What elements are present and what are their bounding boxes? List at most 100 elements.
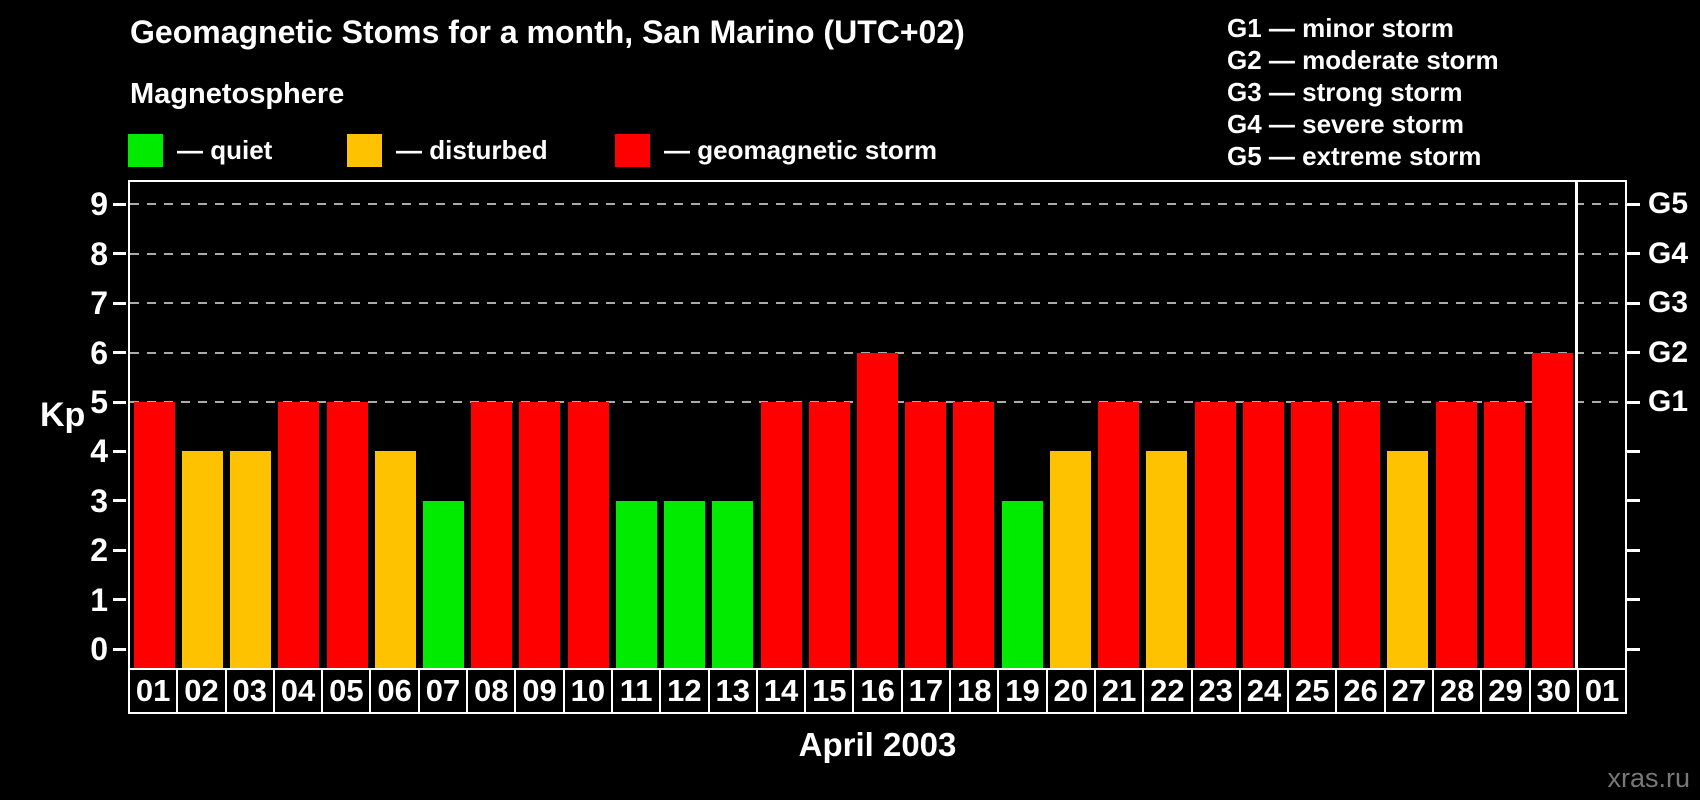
y-right-tick bbox=[1627, 598, 1640, 602]
x-label-cell: 03 bbox=[224, 668, 275, 714]
x-label-cell: 21 bbox=[1093, 668, 1145, 714]
bar-day-06 bbox=[374, 451, 416, 668]
bar-day-09 bbox=[519, 402, 561, 668]
legend-item-quiet: — quiet bbox=[128, 133, 272, 168]
gridline-kp-7 bbox=[130, 302, 1625, 305]
x-label-cell: 24 bbox=[1238, 668, 1290, 714]
y-right-tick bbox=[1627, 202, 1640, 206]
x-label-cell: 18 bbox=[949, 668, 1000, 714]
bar-day-15 bbox=[808, 402, 850, 668]
y-tick-label: 9 bbox=[90, 186, 108, 223]
x-label-cell: 29 bbox=[1480, 668, 1531, 714]
y-left-tick bbox=[113, 548, 126, 552]
bar-day-12 bbox=[664, 500, 706, 668]
bar-day-19 bbox=[1001, 500, 1043, 668]
bar-day-08 bbox=[471, 402, 513, 668]
gridline-kp-8 bbox=[130, 252, 1625, 255]
x-label-cell: 12 bbox=[659, 668, 710, 714]
bar-day-18 bbox=[953, 402, 995, 668]
g-scale-legend-line: G2 — moderate storm bbox=[1227, 45, 1499, 75]
y-right-tick bbox=[1627, 252, 1640, 256]
bar-day-30 bbox=[1532, 352, 1574, 668]
y-tick-label: 1 bbox=[90, 581, 108, 618]
y-tick-label: 0 bbox=[90, 631, 108, 667]
x-label-cell: 02 bbox=[176, 668, 227, 714]
legend-label-disturbed: — disturbed bbox=[396, 135, 548, 165]
y-right-tick bbox=[1627, 499, 1640, 503]
y-left-tick bbox=[113, 400, 126, 404]
x-label-cell: 08 bbox=[466, 668, 517, 714]
bar-day-26 bbox=[1339, 402, 1381, 668]
bar-day-25 bbox=[1291, 402, 1333, 668]
y-right-tick bbox=[1627, 301, 1640, 305]
g-scale-legend-line: G4 — severe storm bbox=[1227, 109, 1465, 139]
y-right-tick bbox=[1627, 449, 1640, 453]
x-label-cell: 10 bbox=[562, 668, 613, 714]
y-left-tick bbox=[113, 647, 126, 651]
bar-day-11 bbox=[615, 500, 657, 668]
x-label-cell: 30 bbox=[1528, 668, 1579, 714]
x-axis-title: April 2003 bbox=[798, 726, 957, 763]
x-label-cell: 06 bbox=[369, 668, 420, 714]
x-label-cell: 16 bbox=[852, 668, 903, 714]
y-tick-label: 5 bbox=[90, 384, 108, 420]
y-left-tick bbox=[113, 202, 126, 206]
gridline-kp-6 bbox=[130, 351, 1625, 354]
g-scale-axis-label: G3 bbox=[1648, 286, 1689, 320]
g-scale-legend-line: G1 — minor storm bbox=[1227, 13, 1454, 43]
x-label-cell: 01 bbox=[128, 668, 179, 714]
chart-title: Geomagnetic Stoms for a month, San Marin… bbox=[130, 14, 965, 50]
next-month-separator bbox=[1575, 182, 1579, 668]
y-left-tick bbox=[113, 351, 126, 355]
bar-day-04 bbox=[278, 402, 320, 668]
disturbed-color-swatch bbox=[347, 134, 382, 167]
storm-color-swatch bbox=[615, 134, 650, 167]
bar-day-16 bbox=[857, 352, 898, 668]
y-left-tick bbox=[113, 449, 126, 453]
g-scale-axis-label: G4 bbox=[1648, 236, 1689, 270]
y-right-tick bbox=[1627, 548, 1640, 552]
plot-area bbox=[128, 180, 1627, 670]
bar-day-10 bbox=[567, 402, 609, 668]
x-label-cell: 14 bbox=[755, 668, 807, 714]
x-label-cell: 15 bbox=[804, 668, 855, 714]
x-label-cell: 23 bbox=[1190, 668, 1241, 714]
y-right-tick bbox=[1627, 647, 1640, 651]
g-scale-axis-label: G2 bbox=[1648, 335, 1689, 369]
x-label-cell: 25 bbox=[1287, 668, 1338, 714]
g-scale-legend-line: G5 — extreme storm bbox=[1227, 141, 1482, 171]
y-tick-label: 7 bbox=[90, 285, 108, 322]
legend-item-disturbed: — disturbed bbox=[347, 133, 548, 168]
bar-day-23 bbox=[1194, 402, 1236, 668]
y-tick-label: 8 bbox=[90, 235, 108, 272]
x-label-cell: 20 bbox=[1045, 668, 1096, 714]
g-scale-legend-line: G3 — strong storm bbox=[1227, 77, 1463, 107]
bar-day-03 bbox=[230, 451, 272, 668]
y-right-tick bbox=[1627, 351, 1640, 355]
bar-day-17 bbox=[905, 402, 947, 668]
quiet-color-swatch bbox=[128, 134, 163, 167]
y-left-tick bbox=[113, 499, 126, 503]
x-label-cell: 04 bbox=[272, 668, 324, 714]
legend-label-storm: — geomagnetic storm bbox=[664, 135, 938, 165]
x-label-cell: 19 bbox=[997, 668, 1048, 714]
x-label-cell: 01 bbox=[1576, 668, 1628, 714]
bar-day-14 bbox=[760, 402, 802, 668]
y-left-tick bbox=[113, 252, 126, 256]
y-left-tick bbox=[113, 598, 126, 602]
x-label-cell: 22 bbox=[1142, 668, 1193, 714]
bar-day-21 bbox=[1098, 402, 1140, 668]
bar-day-07 bbox=[422, 500, 464, 668]
bar-day-02 bbox=[181, 451, 223, 668]
x-label-cell: 28 bbox=[1432, 668, 1483, 714]
x-axis-labels: 01 02 03 04 05 06 07 08 09 10 11 12 13 14 15 16 17 18 19 20… bbox=[128, 668, 1628, 714]
x-label-cell: 17 bbox=[900, 668, 952, 714]
g-scale-axis-label: G1 bbox=[1648, 385, 1689, 418]
y-tick-label: 2 bbox=[90, 532, 108, 569]
y-axis-title: Kp bbox=[40, 396, 86, 434]
bar-day-22 bbox=[1146, 451, 1188, 668]
x-label-cell: 27 bbox=[1383, 668, 1435, 714]
bar-day-05 bbox=[326, 402, 368, 668]
legend-label-quiet: — quiet bbox=[177, 135, 273, 165]
y-tick-label: 3 bbox=[90, 482, 108, 519]
